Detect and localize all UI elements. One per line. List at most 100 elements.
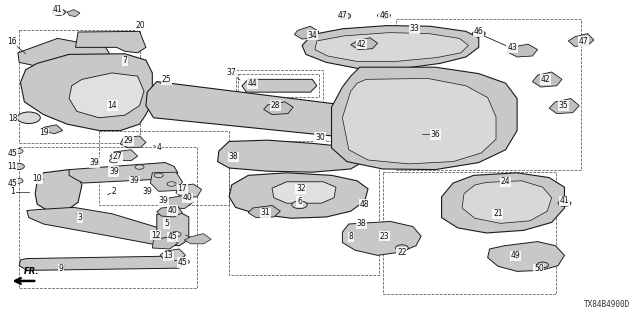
Polygon shape xyxy=(568,34,594,46)
Text: 50: 50 xyxy=(534,264,544,273)
Text: 2: 2 xyxy=(111,188,116,196)
Polygon shape xyxy=(44,125,63,134)
Circle shape xyxy=(338,13,351,19)
Polygon shape xyxy=(165,195,193,209)
Text: 36: 36 xyxy=(430,130,440,139)
Polygon shape xyxy=(27,207,170,246)
Circle shape xyxy=(13,178,23,183)
Text: FR.: FR. xyxy=(24,267,40,276)
Text: 27: 27 xyxy=(112,152,122,161)
Circle shape xyxy=(292,201,307,209)
Polygon shape xyxy=(146,82,358,137)
Text: 28: 28 xyxy=(271,101,280,110)
Text: 48: 48 xyxy=(360,200,370,209)
Bar xyxy=(238,74,319,97)
Polygon shape xyxy=(294,26,319,39)
Text: 12: 12 xyxy=(151,231,160,240)
Text: 46: 46 xyxy=(379,11,389,20)
Text: 19: 19 xyxy=(38,128,49,137)
Text: 18: 18 xyxy=(8,114,17,123)
Bar xyxy=(19,147,197,288)
Polygon shape xyxy=(18,38,112,73)
Polygon shape xyxy=(20,54,152,131)
Text: 33: 33 xyxy=(410,24,420,33)
Text: 39: 39 xyxy=(158,196,168,205)
Polygon shape xyxy=(248,205,280,218)
Text: 39: 39 xyxy=(90,158,100,167)
Text: 39: 39 xyxy=(142,187,152,196)
Polygon shape xyxy=(67,10,80,17)
Text: TX84B4900D: TX84B4900D xyxy=(584,300,630,309)
Polygon shape xyxy=(157,206,182,217)
Text: 40: 40 xyxy=(168,206,178,215)
Text: 45: 45 xyxy=(8,149,18,158)
Text: 35: 35 xyxy=(558,101,568,110)
Text: 47: 47 xyxy=(337,11,348,20)
Bar xyxy=(99,131,229,205)
Polygon shape xyxy=(69,163,178,183)
Circle shape xyxy=(13,148,23,154)
Polygon shape xyxy=(532,72,562,87)
Text: 4: 4 xyxy=(156,143,161,152)
Text: 49: 49 xyxy=(510,252,520,260)
Circle shape xyxy=(90,161,99,165)
Circle shape xyxy=(472,30,485,37)
Text: 11: 11 xyxy=(7,162,16,171)
Text: 41: 41 xyxy=(52,5,63,14)
Text: 42: 42 xyxy=(356,40,367,49)
Text: 45: 45 xyxy=(177,258,188,267)
Text: 30: 30 xyxy=(315,133,325,142)
Text: 40: 40 xyxy=(182,193,193,202)
Text: 37: 37 xyxy=(227,68,237,77)
Circle shape xyxy=(17,112,40,124)
Circle shape xyxy=(171,232,181,237)
Polygon shape xyxy=(332,67,517,170)
Polygon shape xyxy=(488,242,564,271)
Text: 45: 45 xyxy=(8,179,18,188)
Text: 9: 9 xyxy=(58,264,63,273)
Polygon shape xyxy=(351,38,378,50)
Text: 14: 14 xyxy=(107,101,117,110)
Circle shape xyxy=(179,259,189,264)
Text: 22: 22 xyxy=(397,248,406,257)
Circle shape xyxy=(12,163,24,170)
Text: 39: 39 xyxy=(129,176,140,185)
Text: 13: 13 xyxy=(163,252,173,260)
Text: 10: 10 xyxy=(32,174,42,183)
Text: 45: 45 xyxy=(168,232,178,241)
Polygon shape xyxy=(342,78,496,164)
Text: 29: 29 xyxy=(123,136,133,145)
Polygon shape xyxy=(342,221,421,255)
Polygon shape xyxy=(442,173,564,233)
Text: 46: 46 xyxy=(474,28,484,36)
Text: 34: 34 xyxy=(307,31,317,40)
Text: 20: 20 xyxy=(136,21,146,30)
Circle shape xyxy=(378,12,390,19)
Circle shape xyxy=(109,158,118,163)
Circle shape xyxy=(135,165,144,169)
Text: 1: 1 xyxy=(10,188,15,196)
Polygon shape xyxy=(507,44,538,57)
Polygon shape xyxy=(69,73,144,118)
Text: 43: 43 xyxy=(507,43,517,52)
Polygon shape xyxy=(242,79,317,92)
Polygon shape xyxy=(157,211,189,246)
Text: 38: 38 xyxy=(228,152,239,161)
Bar xyxy=(383,172,556,294)
Polygon shape xyxy=(229,173,368,218)
Polygon shape xyxy=(76,31,146,53)
Text: 17: 17 xyxy=(177,184,188,193)
Text: 47: 47 xyxy=(579,37,589,46)
Polygon shape xyxy=(315,33,468,61)
Polygon shape xyxy=(120,136,146,148)
Circle shape xyxy=(558,200,571,206)
Text: 41: 41 xyxy=(559,196,570,205)
Circle shape xyxy=(154,173,163,178)
Polygon shape xyxy=(218,140,365,172)
Polygon shape xyxy=(152,237,178,249)
Text: 32: 32 xyxy=(296,184,306,193)
Text: 8: 8 xyxy=(348,232,353,241)
Text: 7: 7 xyxy=(122,56,127,65)
Text: 6: 6 xyxy=(297,197,302,206)
Bar xyxy=(229,141,379,275)
